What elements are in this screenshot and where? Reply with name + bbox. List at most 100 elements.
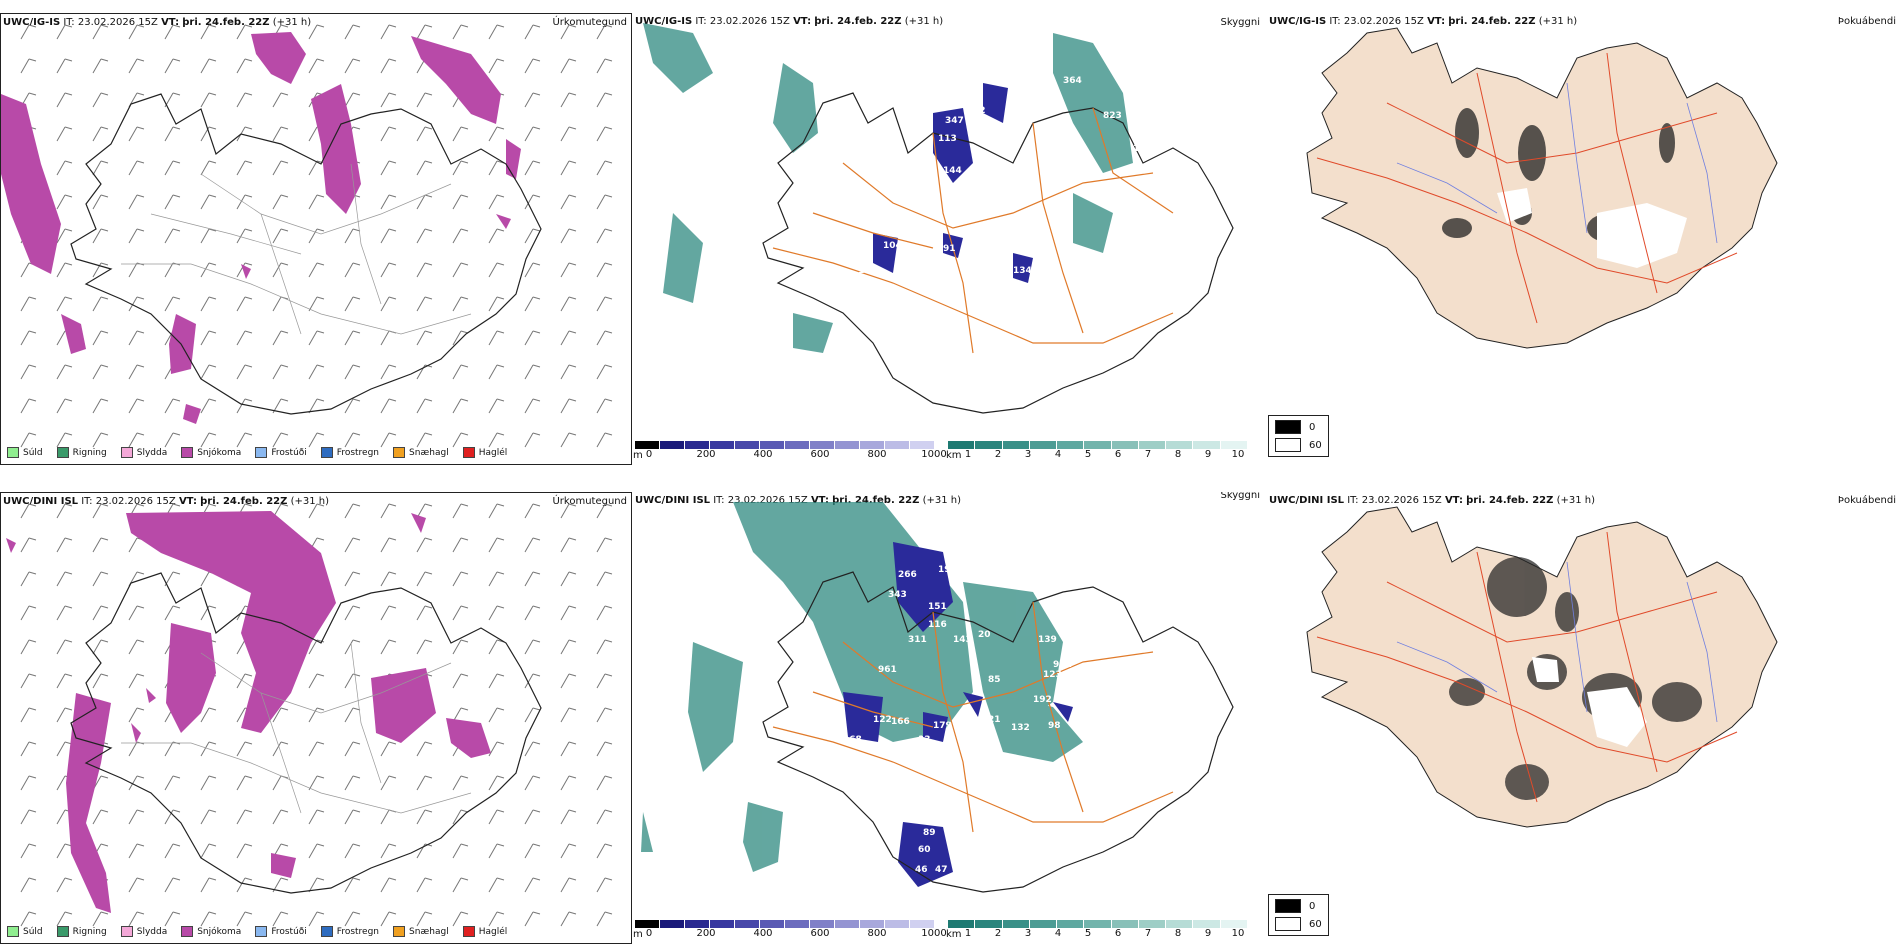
wind-barb: [452, 364, 469, 380]
wind-barb: [596, 571, 613, 587]
lead-time: (+31 h): [1538, 16, 1578, 27]
precip-map-top: [1, 24, 613, 448]
legend-item-frostudi: Frostúði: [255, 926, 307, 937]
ceiling-label: 364: [1063, 76, 1082, 86]
wind-barb: [488, 741, 505, 757]
wind-barb: [524, 228, 541, 244]
colorbar-segment: [948, 441, 976, 449]
wind-barb: [596, 262, 613, 278]
wind-barbs: [20, 24, 613, 448]
it-label: IT:: [63, 17, 75, 28]
ceiling-label: 823: [1103, 111, 1122, 121]
fog-roads: [1316, 52, 1738, 324]
wind-barb: [308, 58, 325, 74]
wind-barb: [344, 775, 361, 791]
wind-barb: [200, 24, 217, 40]
wind-barb: [272, 330, 289, 346]
wind-barb: [488, 843, 505, 859]
wind-barb: [236, 673, 253, 689]
wind-barb: [488, 24, 505, 40]
vt-value: þri. 24.feb. 22Z: [182, 17, 270, 28]
wind-barb: [452, 262, 469, 278]
wind-barb: [380, 24, 397, 40]
wind-barb: [56, 58, 73, 74]
colorbar-segment: [660, 441, 685, 449]
visibility-ticks: 1 2 3 4 5 6 7 8 9 10: [948, 449, 1248, 463]
colorbar-segment: [685, 441, 710, 449]
wind-barb: [416, 741, 433, 757]
wind-barb: [92, 364, 109, 380]
wind-barb: [452, 228, 469, 244]
wind-barb: [380, 228, 397, 244]
wind-barb: [380, 571, 397, 587]
legend-item-sudl: Súld: [7, 447, 43, 458]
wind-barb: [164, 160, 181, 176]
wind-barb: [452, 398, 469, 414]
visibility-ticks: 1 2 3 4 5 6 7 8 9 10: [948, 928, 1248, 942]
ceiling-label: 123: [1043, 670, 1062, 680]
legend-item-snjokoma: Snjókoma: [181, 447, 241, 458]
model-name: UWC/IG-IS: [3, 17, 61, 28]
lead-time: (+31 h): [272, 17, 312, 28]
wind-barb: [416, 262, 433, 278]
wind-barb: [200, 364, 217, 380]
ceiling-ticks: 0 200 400 600 800 1000: [635, 928, 947, 942]
wind-barb: [452, 877, 469, 893]
cloud-panel-top: UWC/IG-IS IT: 23.02.2026 15Z VT: þri. 24…: [633, 13, 1266, 465]
wind-barb: [488, 605, 505, 621]
wind-barb: [344, 571, 361, 587]
wind-barb: [92, 911, 109, 927]
wind-barb: [308, 24, 325, 40]
wind-barb: [344, 911, 361, 927]
colorbar-segment: [975, 441, 1003, 449]
wind-barb: [200, 707, 217, 723]
wind-barb: [524, 24, 541, 40]
wind-barb: [380, 364, 397, 380]
wind-barb: [164, 605, 181, 621]
wind-barb: [560, 775, 577, 791]
wind-barb: [200, 398, 217, 414]
wind-barb: [380, 160, 397, 176]
wind-barb: [56, 296, 73, 312]
precip-type-title: Úrkomutegund: [552, 17, 627, 28]
wind-barb: [380, 843, 397, 859]
colorbar-tick: 1: [964, 449, 972, 460]
wind-barb: [164, 194, 181, 210]
legend-item-snaehagl: Snæhagl: [393, 926, 449, 937]
wind-barb: [20, 911, 37, 927]
wind-barb: [380, 877, 397, 893]
precip-type-title: Úrkomutegund: [552, 496, 627, 507]
wind-barb: [560, 92, 577, 108]
cloud-header-top: UWC/IG-IS IT: 23.02.2026 15Z VT: þri. 24…: [635, 16, 943, 27]
ceiling-label: 347: [945, 116, 964, 126]
wind-barb: [452, 24, 469, 40]
legend-item-rigning: Rigning: [56, 926, 107, 937]
colorbar-segment: [835, 920, 860, 928]
wind-barb: [560, 194, 577, 210]
wind-barb: [416, 330, 433, 346]
ceiling-label: 119: [858, 266, 877, 276]
wind-barb: [128, 262, 145, 278]
colorbar-tick: 400: [753, 449, 773, 460]
wind-barb: [236, 160, 253, 176]
wind-barb: [200, 228, 217, 244]
vt-value: þri. 24.feb. 22Z: [1466, 495, 1554, 506]
wind-barb: [380, 809, 397, 825]
ceiling-label: 144: [943, 166, 962, 176]
colorbar-tick: 400: [753, 928, 773, 939]
wind-barb: [236, 330, 253, 346]
wind-barb: [20, 639, 37, 655]
colorbar-segment: [910, 920, 935, 928]
wind-barb: [344, 432, 361, 448]
fog-roads: [1316, 531, 1738, 803]
wind-barb: [236, 126, 253, 142]
wind-barb: [128, 228, 145, 244]
it-value: 23.02.2026 15Z: [727, 495, 808, 506]
ceiling-label: 311: [908, 635, 927, 645]
wind-barb: [308, 296, 325, 312]
wind-barb: [344, 843, 361, 859]
colorbar-segment: [760, 920, 785, 928]
wind-barb: [524, 571, 541, 587]
colorbar-tick: 6: [1114, 928, 1122, 939]
colorbar-segment: [685, 920, 710, 928]
